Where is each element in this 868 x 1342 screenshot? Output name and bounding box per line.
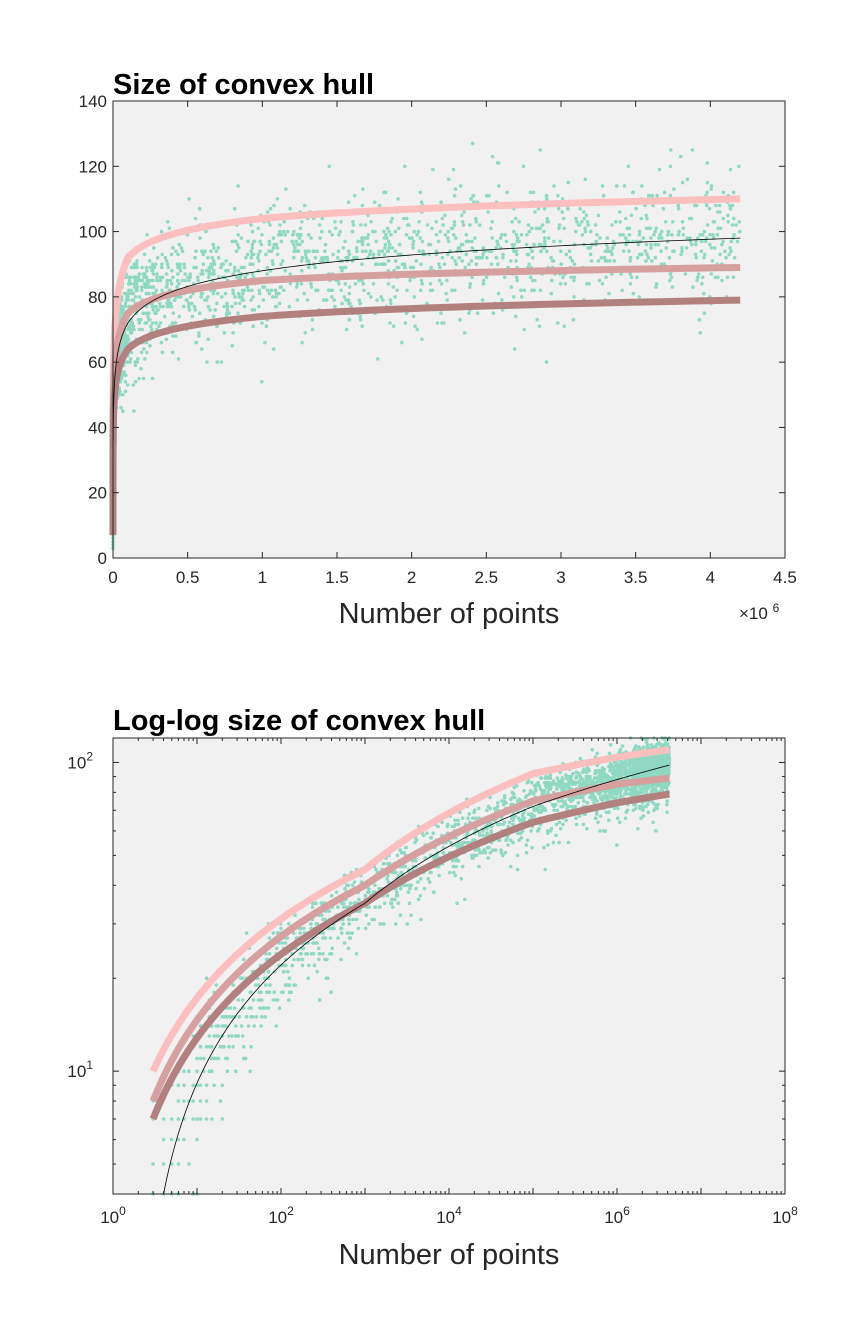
x-tick-label: 2 xyxy=(407,568,416,587)
tick-exponent: 2 xyxy=(287,1204,294,1218)
x-tick-label-log: 104 xyxy=(436,1204,462,1227)
x-tick-label: 1 xyxy=(258,568,267,587)
y-tick-label: 100 xyxy=(79,223,107,242)
y-tick-label-log: 101 xyxy=(67,1058,93,1081)
x-tick-label: 2.5 xyxy=(475,568,499,587)
y-tick-label-log: 102 xyxy=(67,749,93,772)
tick-exponent: 4 xyxy=(455,1204,462,1218)
x-tick-label-log: 100 xyxy=(100,1204,126,1227)
tick-exponent: 1 xyxy=(86,1058,93,1072)
plot-area-2 xyxy=(113,738,785,1194)
tick-base: 10 xyxy=(67,753,86,772)
tick-base: 10 xyxy=(100,1208,119,1227)
x-tick-label-log: 106 xyxy=(604,1204,630,1227)
tick-exponent: 8 xyxy=(791,1204,798,1218)
tick-base: 10 xyxy=(268,1208,287,1227)
tick-exponent: 6 xyxy=(623,1204,630,1218)
y-tick-label: 20 xyxy=(88,484,107,503)
x-tick-label: 0 xyxy=(108,568,117,587)
tick-base: 10 xyxy=(772,1208,791,1227)
y-tick-label: 40 xyxy=(88,418,107,437)
chart-title-2: Log-log size of convex hull xyxy=(113,705,485,737)
x-axis-label-1: Number of points xyxy=(339,598,560,630)
y-tick-label: 140 xyxy=(79,92,107,111)
x-multiplier-1: ×10 6 xyxy=(739,601,780,623)
y-tick-label: 80 xyxy=(88,288,107,307)
y-tick-label: 120 xyxy=(79,157,107,176)
tick-base: 10 xyxy=(67,1062,86,1081)
x-tick-label: 3 xyxy=(556,568,565,587)
mean-fit-curve-2 xyxy=(163,764,670,1195)
x-multiplier-exponent: 6 xyxy=(773,601,780,615)
axes-box-1 xyxy=(112,100,786,559)
x-tick-label: 0.5 xyxy=(176,568,200,587)
y-tick-label: 60 xyxy=(88,353,107,372)
upper-bound-curve-2 xyxy=(149,746,670,1073)
plot-area-1 xyxy=(113,101,785,558)
lower-bound-curve-2 xyxy=(149,790,670,1121)
y-tick-label: 0 xyxy=(98,549,107,568)
chart-linear: 0 0.5 1 1.5 2 2.5 3 3.5 4 4.5 0 20 40 60 80 100 120 140 S… xyxy=(79,69,797,630)
tick-exponent: 2 xyxy=(86,749,93,763)
tick-exponent: 0 xyxy=(119,1204,126,1218)
x-axis-label-2: Number of points xyxy=(339,1239,560,1271)
fit-curves-2 xyxy=(149,746,670,1195)
x-tick-label-log: 108 xyxy=(772,1204,798,1227)
mid-bound-curve-2 xyxy=(149,774,670,1103)
axes-1: 0 0.5 1 1.5 2 2.5 3 3.5 4 4.5 0 20 40 60 80 100 120 140 xyxy=(79,92,797,587)
tick-base: 10 xyxy=(604,1208,623,1227)
x-tick-label: 1.5 xyxy=(325,568,349,587)
chart-title-1: Size of convex hull xyxy=(113,69,374,101)
x-tick-label-log: 102 xyxy=(268,1204,294,1227)
tick-base: 10 xyxy=(436,1208,455,1227)
x-tick-label: 3.5 xyxy=(624,568,648,587)
x-tick-label: 4 xyxy=(706,568,715,587)
x-tick-label: 4.5 xyxy=(773,568,797,587)
x-multiplier-base: ×10 xyxy=(739,604,768,623)
